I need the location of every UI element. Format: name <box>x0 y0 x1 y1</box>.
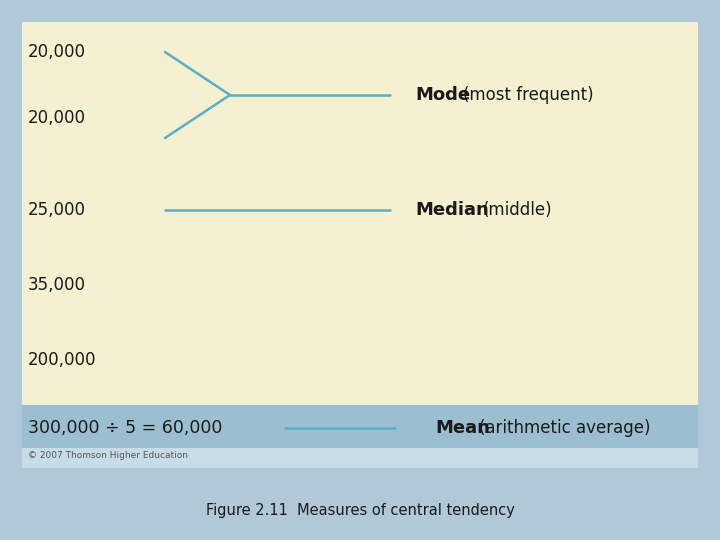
Bar <box>22 405 698 448</box>
Text: Figure 2.11  Measures of central tendency: Figure 2.11 Measures of central tendency <box>206 503 514 517</box>
Bar <box>22 22 698 405</box>
Text: © 2007 Thomson Higher Education: © 2007 Thomson Higher Education <box>28 450 188 460</box>
Text: Median: Median <box>415 201 489 219</box>
Text: 200,000: 200,000 <box>28 351 96 369</box>
Text: 20,000: 20,000 <box>28 43 86 61</box>
Text: (most frequent): (most frequent) <box>463 86 593 104</box>
Text: (arithmetic average): (arithmetic average) <box>479 419 650 437</box>
Text: 25,000: 25,000 <box>28 201 86 219</box>
Text: 35,000: 35,000 <box>28 276 86 294</box>
Text: 300,000 ÷ 5 = 60,000: 300,000 ÷ 5 = 60,000 <box>28 419 222 437</box>
Text: (middle): (middle) <box>483 201 553 219</box>
Text: Mean: Mean <box>435 419 490 437</box>
Text: Mode: Mode <box>415 86 470 104</box>
Bar <box>22 448 698 468</box>
Text: 20,000: 20,000 <box>28 109 86 127</box>
